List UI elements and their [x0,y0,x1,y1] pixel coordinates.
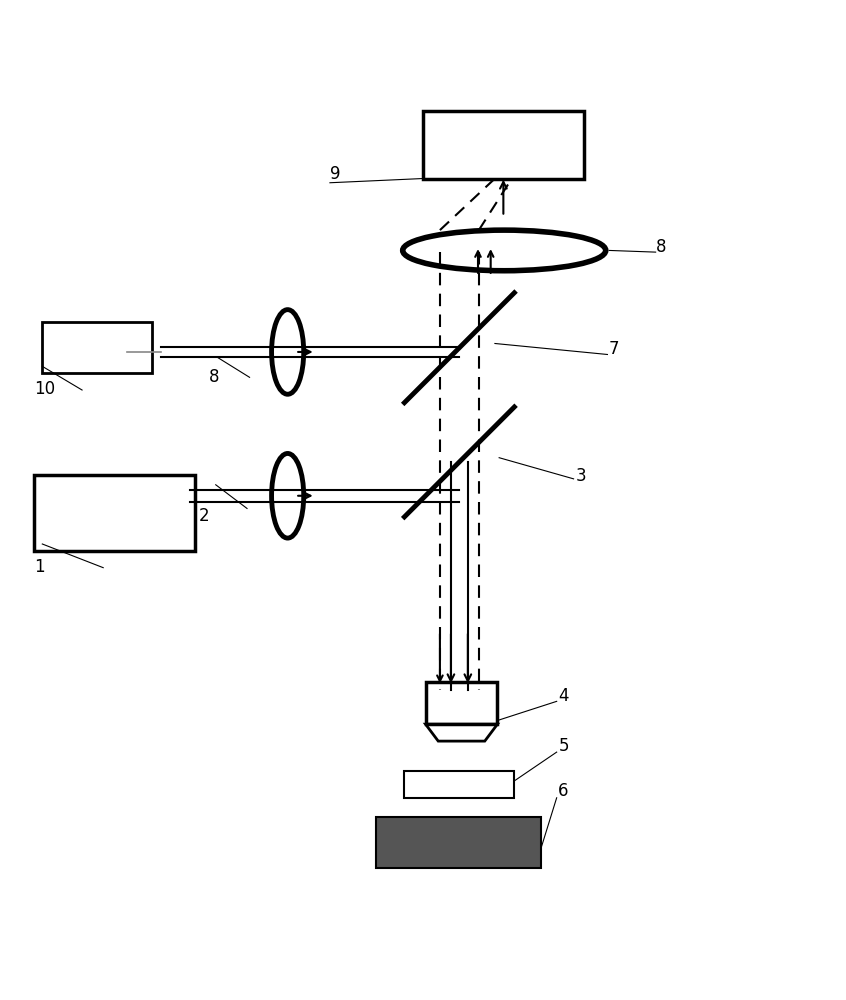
Bar [404,771,514,798]
Text: 4: 4 [558,687,569,705]
Text: 10: 10 [34,380,55,398]
Bar [42,322,152,373]
Text: 5: 5 [558,737,569,755]
Text: 2: 2 [199,507,210,525]
Bar [426,682,497,724]
Text: 9: 9 [330,165,340,183]
Text: 3: 3 [575,467,586,485]
Bar [376,817,541,868]
Text: 1: 1 [34,558,45,576]
Text: 8: 8 [209,368,219,386]
Bar [34,475,195,551]
Text: 8: 8 [656,238,666,256]
Bar [423,111,584,179]
Text: 6: 6 [558,782,569,800]
Text: 7: 7 [609,340,619,358]
